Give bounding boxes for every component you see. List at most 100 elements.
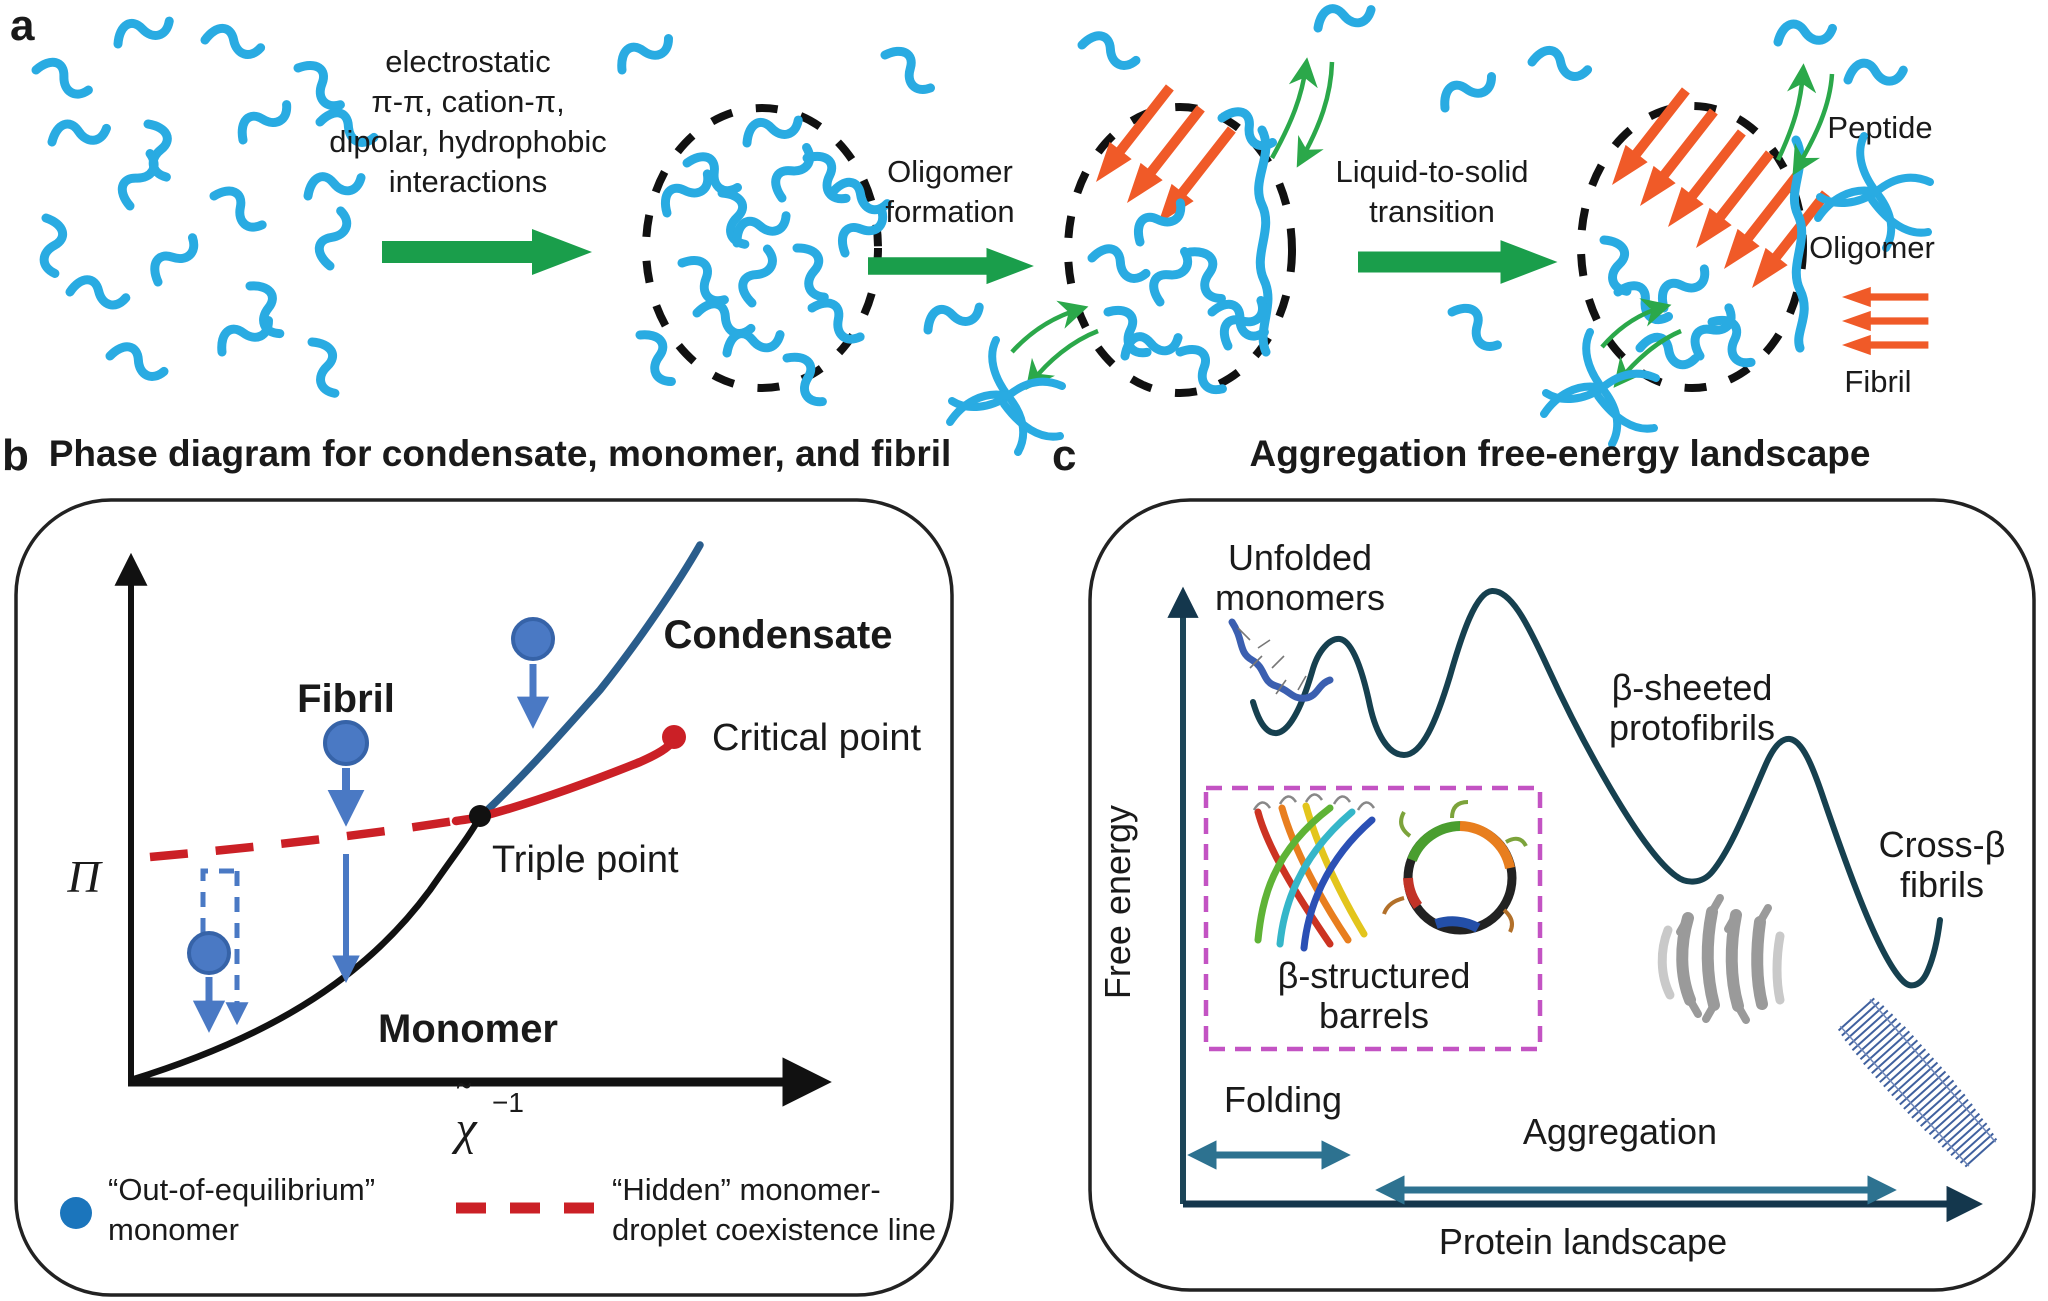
peptide-icon: [116, 149, 158, 209]
peptide-icon: [1314, 0, 1373, 33]
dashed-path-icon: [200, 868, 237, 933]
cross-beta-fibrils-label: Cross-β: [1879, 824, 2006, 865]
peptide-icon: [614, 29, 673, 75]
oe-monomer-2: [323, 720, 369, 984]
protofibrils-label: protofibrils: [1609, 707, 1775, 748]
monomer-boundary-curve: [130, 815, 483, 1084]
panel-c-title: Aggregation free-energy landscape: [1250, 433, 1871, 474]
peptide-icon: [147, 230, 200, 285]
panel-a: a electrostatic π-π, cation-: [10, 0, 1935, 452]
free-energy-curve: [1250, 588, 1943, 989]
condensate-droplet-3: [1577, 81, 1837, 392]
peptide-icon: [1654, 260, 1710, 312]
monomer-dot-icon: [323, 720, 369, 766]
free-energy-axis-label: Free energy: [1097, 805, 1138, 999]
peptide-icon: [1846, 59, 1904, 85]
legend-oligomer-label: Oligomer: [1809, 230, 1935, 265]
peptide-icon: [1147, 246, 1193, 305]
peptide-icon: [234, 95, 292, 144]
x-axis-label: χ ˜ −1: [451, 1077, 524, 1155]
peptide-icon: [1176, 341, 1230, 395]
peptide-icon: [769, 142, 815, 201]
panel-c: c Aggregation free-energy landscape Free…: [1052, 431, 2036, 1292]
peptide-icon: [113, 11, 173, 50]
liquid-to-solid-label: Liquid-to-solid transition: [1336, 154, 1529, 229]
legend-monomer-dot-icon: [60, 1197, 92, 1229]
critical-point-label: Critical point: [712, 717, 922, 759]
aggregation-label: Aggregation: [1523, 1111, 1717, 1152]
beta-ring-icon: [1382, 800, 1528, 935]
monomer-dot-icon: [187, 931, 231, 975]
peptide-icon: [1080, 31, 1140, 70]
exchange-arrows-icon: [1010, 300, 1099, 390]
superscript: −1: [492, 1087, 524, 1118]
beta-barrel-icon: [1252, 793, 1376, 952]
droplet-boundary: [1064, 103, 1296, 397]
step1-line: formation: [885, 194, 1014, 229]
exchange-arrows-icon: [1775, 63, 1835, 176]
hidden-coexistence-dashed-line: [149, 816, 455, 862]
panel-b-legend: “Out-of-equilibrium” monomer “Hidden” mo…: [60, 1172, 936, 1247]
step2-line: Liquid-to-solid: [1336, 154, 1529, 189]
y-axis-label: Π: [66, 851, 103, 902]
protein-landscape-axis-label: Protein landscape: [1439, 1221, 1727, 1262]
cross-beta-fibrils-label: fibrils: [1900, 864, 1984, 905]
liquid-to-solid-arrow-icon: [1358, 240, 1558, 284]
fibril-icon: [1842, 286, 1929, 356]
triple-point-dot: [469, 805, 491, 827]
interaction-line: dipolar, hydrophobic: [329, 124, 606, 159]
fibril-icon: [1084, 78, 1243, 233]
peptide-icon: [304, 167, 363, 202]
cross-beta-fibril-icon: [1837, 997, 1998, 1168]
legend-fibril-label: Fibril: [1844, 364, 1911, 399]
beta-barrels-box: β-structured barrels: [1203, 785, 1543, 1052]
exchange-arrows-icon: [1270, 57, 1335, 168]
peptide-icon: [108, 342, 168, 381]
condensate-droplet-1: [642, 104, 890, 407]
tilde-symbol: ˜: [456, 1077, 471, 1121]
legend-peptide-label: Peptide: [1827, 110, 1932, 145]
critical-point-dot: [662, 725, 686, 749]
peptide-icon: [782, 349, 831, 407]
peptide-icon: [1090, 244, 1150, 283]
peptide-icon: [1789, 135, 1809, 353]
fibril-region-label: Fibril: [297, 677, 395, 721]
unfolded-monomers-label: Unfolded: [1228, 537, 1372, 578]
step1-line: Oligomer: [887, 154, 1013, 189]
peptide-icon: [40, 217, 66, 275]
peptide-icon: [635, 327, 681, 386]
interaction-line: interactions: [389, 164, 548, 199]
oligomer-formation-label: Oligomer formation: [885, 154, 1014, 229]
peptide-icon: [1130, 194, 1186, 246]
panel-b: b Phase diagram for condensate, monomer,…: [2, 431, 954, 1297]
panel-b-border: [14, 498, 954, 1297]
droplet-boundary: [642, 104, 882, 392]
legend-hidden-line: “Hidden” monomer-: [612, 1172, 881, 1207]
peptide-icon: [809, 296, 867, 345]
peptide-icon: [1531, 47, 1590, 79]
peptide-icon: [211, 184, 269, 233]
legend-oe-line: monomer: [108, 1212, 239, 1247]
barrels-dashed-border: [1203, 785, 1543, 1052]
condensate-region-label: Condensate: [664, 613, 893, 657]
panel-c-label: c: [1052, 431, 1076, 480]
peptide-icon: [294, 57, 348, 111]
panel-a-label: a: [10, 1, 35, 50]
peptide-icon: [742, 110, 802, 149]
peptide-icon: [881, 43, 937, 95]
peptide-icon: [1775, 17, 1834, 47]
panel-a-legend: Peptide Oligomer Fibril: [1809, 59, 1935, 399]
peptide-icon: [49, 117, 108, 147]
monomer-region-label: Monomer: [378, 1007, 558, 1051]
peptide-icon: [1185, 244, 1231, 303]
condensate-droplet-2: [1064, 78, 1296, 397]
peptide-icon: [69, 277, 128, 307]
protofibrils-label: β-sheeted: [1612, 667, 1773, 708]
panel-b-title: Phase diagram for condensate, monomer, a…: [49, 433, 952, 474]
unfolded-monomers-label: monomers: [1215, 577, 1385, 618]
peptide-icon: [34, 56, 94, 98]
oe-monomer-1: [511, 617, 555, 729]
unfolded-monomer-ribbon-icon: [1228, 618, 1334, 702]
